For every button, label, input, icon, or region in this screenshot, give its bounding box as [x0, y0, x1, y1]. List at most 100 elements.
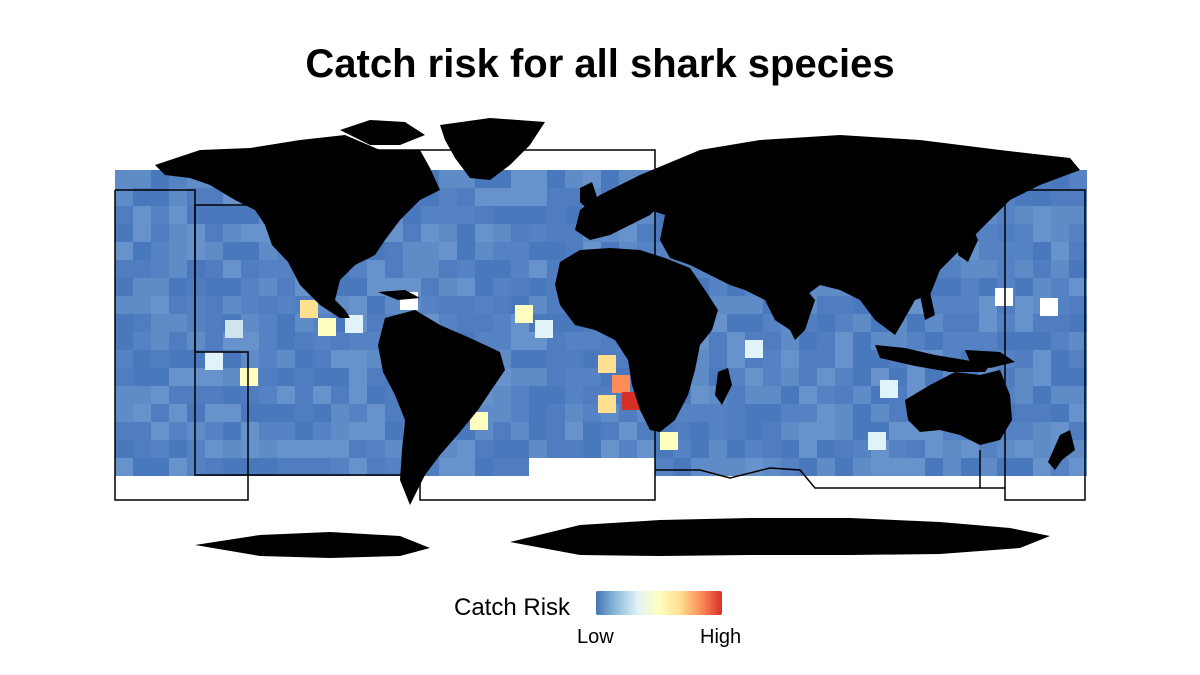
risk-cell	[1069, 368, 1087, 386]
risk-cell	[439, 206, 457, 224]
risk-cell	[313, 422, 331, 440]
risk-cell	[727, 458, 745, 476]
land-masses	[155, 118, 1080, 558]
risk-cell	[115, 170, 133, 188]
risk-cell	[619, 224, 637, 242]
risk-cell	[781, 440, 799, 458]
risk-cell	[331, 404, 349, 422]
risk-cell	[1033, 386, 1051, 404]
risk-cell	[547, 170, 565, 188]
risk-cell	[439, 188, 457, 206]
risk-cell	[799, 404, 817, 422]
risk-cell	[223, 368, 241, 386]
risk-cell	[403, 224, 421, 242]
risk-cell	[115, 260, 133, 278]
risk-cell	[1033, 440, 1051, 458]
risk-cell	[259, 404, 277, 422]
risk-cell	[979, 224, 997, 242]
risk-cell	[637, 224, 655, 242]
risk-cell	[277, 422, 295, 440]
legend-low-label: Low	[577, 626, 614, 648]
risk-cell	[115, 404, 133, 422]
risk-cell	[115, 422, 133, 440]
legend-color-bar	[596, 591, 722, 615]
risk-cell	[997, 242, 1015, 260]
risk-cell	[295, 386, 313, 404]
risk-cell	[691, 386, 709, 404]
cuba	[378, 290, 420, 300]
risk-cell	[385, 422, 403, 440]
risk-cell	[1015, 296, 1033, 314]
risk-cell	[115, 278, 133, 296]
risk-cell	[997, 332, 1015, 350]
risk-cell	[493, 188, 511, 206]
risk-cell	[187, 242, 205, 260]
risk-cell	[313, 458, 331, 476]
risk-hotspot	[745, 340, 763, 358]
europe	[575, 175, 665, 240]
risk-cell	[529, 296, 547, 314]
risk-cell	[1015, 242, 1033, 260]
risk-cell	[259, 260, 277, 278]
risk-cell	[529, 224, 547, 242]
risk-cell	[241, 350, 259, 368]
risk-cell	[583, 350, 601, 368]
risk-cell	[529, 422, 547, 440]
risk-cell	[961, 332, 979, 350]
risk-cell	[511, 332, 529, 350]
risk-cell	[295, 404, 313, 422]
risk-cell	[367, 386, 385, 404]
risk-cell	[169, 350, 187, 368]
risk-cell	[457, 440, 475, 458]
risk-cell	[367, 458, 385, 476]
risk-cell	[1015, 260, 1033, 278]
risk-cell	[745, 404, 763, 422]
risk-cell	[295, 440, 313, 458]
risk-cell	[745, 440, 763, 458]
risk-cell	[241, 458, 259, 476]
risk-cell	[259, 386, 277, 404]
risk-cell	[763, 386, 781, 404]
risk-cell	[1015, 422, 1033, 440]
risk-hotspot	[598, 355, 616, 373]
risk-cell	[1051, 350, 1069, 368]
risk-cell	[961, 260, 979, 278]
risk-cell	[421, 224, 439, 242]
risk-cell	[1069, 386, 1087, 404]
risk-cell	[133, 296, 151, 314]
australia	[905, 370, 1012, 445]
risk-cell	[853, 440, 871, 458]
risk-cell	[1015, 458, 1033, 476]
risk-cell	[799, 350, 817, 368]
risk-cell	[835, 350, 853, 368]
risk-cell	[601, 170, 619, 188]
risk-cell	[709, 440, 727, 458]
risk-cell	[1033, 314, 1051, 332]
risk-cell	[133, 350, 151, 368]
risk-cell	[889, 440, 907, 458]
risk-cell	[241, 314, 259, 332]
antarctica-east	[510, 518, 1050, 556]
risk-cell	[421, 206, 439, 224]
risk-cell	[439, 224, 457, 242]
risk-cell	[331, 332, 349, 350]
risk-cell	[709, 404, 727, 422]
risk-cell	[223, 422, 241, 440]
risk-cell	[367, 260, 385, 278]
risk-cell	[187, 332, 205, 350]
risk-hotspot	[995, 288, 1013, 306]
risk-cell	[907, 332, 925, 350]
british-isles	[580, 182, 598, 210]
risk-cell	[457, 224, 475, 242]
new-guinea	[965, 350, 1015, 368]
risk-cell	[907, 314, 925, 332]
legend-high-label: High	[700, 626, 742, 648]
risk-cell	[205, 422, 223, 440]
risk-cell	[1069, 458, 1087, 476]
risk-cell	[799, 440, 817, 458]
risk-cell	[259, 332, 277, 350]
risk-cell	[961, 278, 979, 296]
risk-cell	[781, 368, 799, 386]
risk-hotspot	[300, 300, 318, 318]
risk-hotspot	[225, 320, 243, 338]
